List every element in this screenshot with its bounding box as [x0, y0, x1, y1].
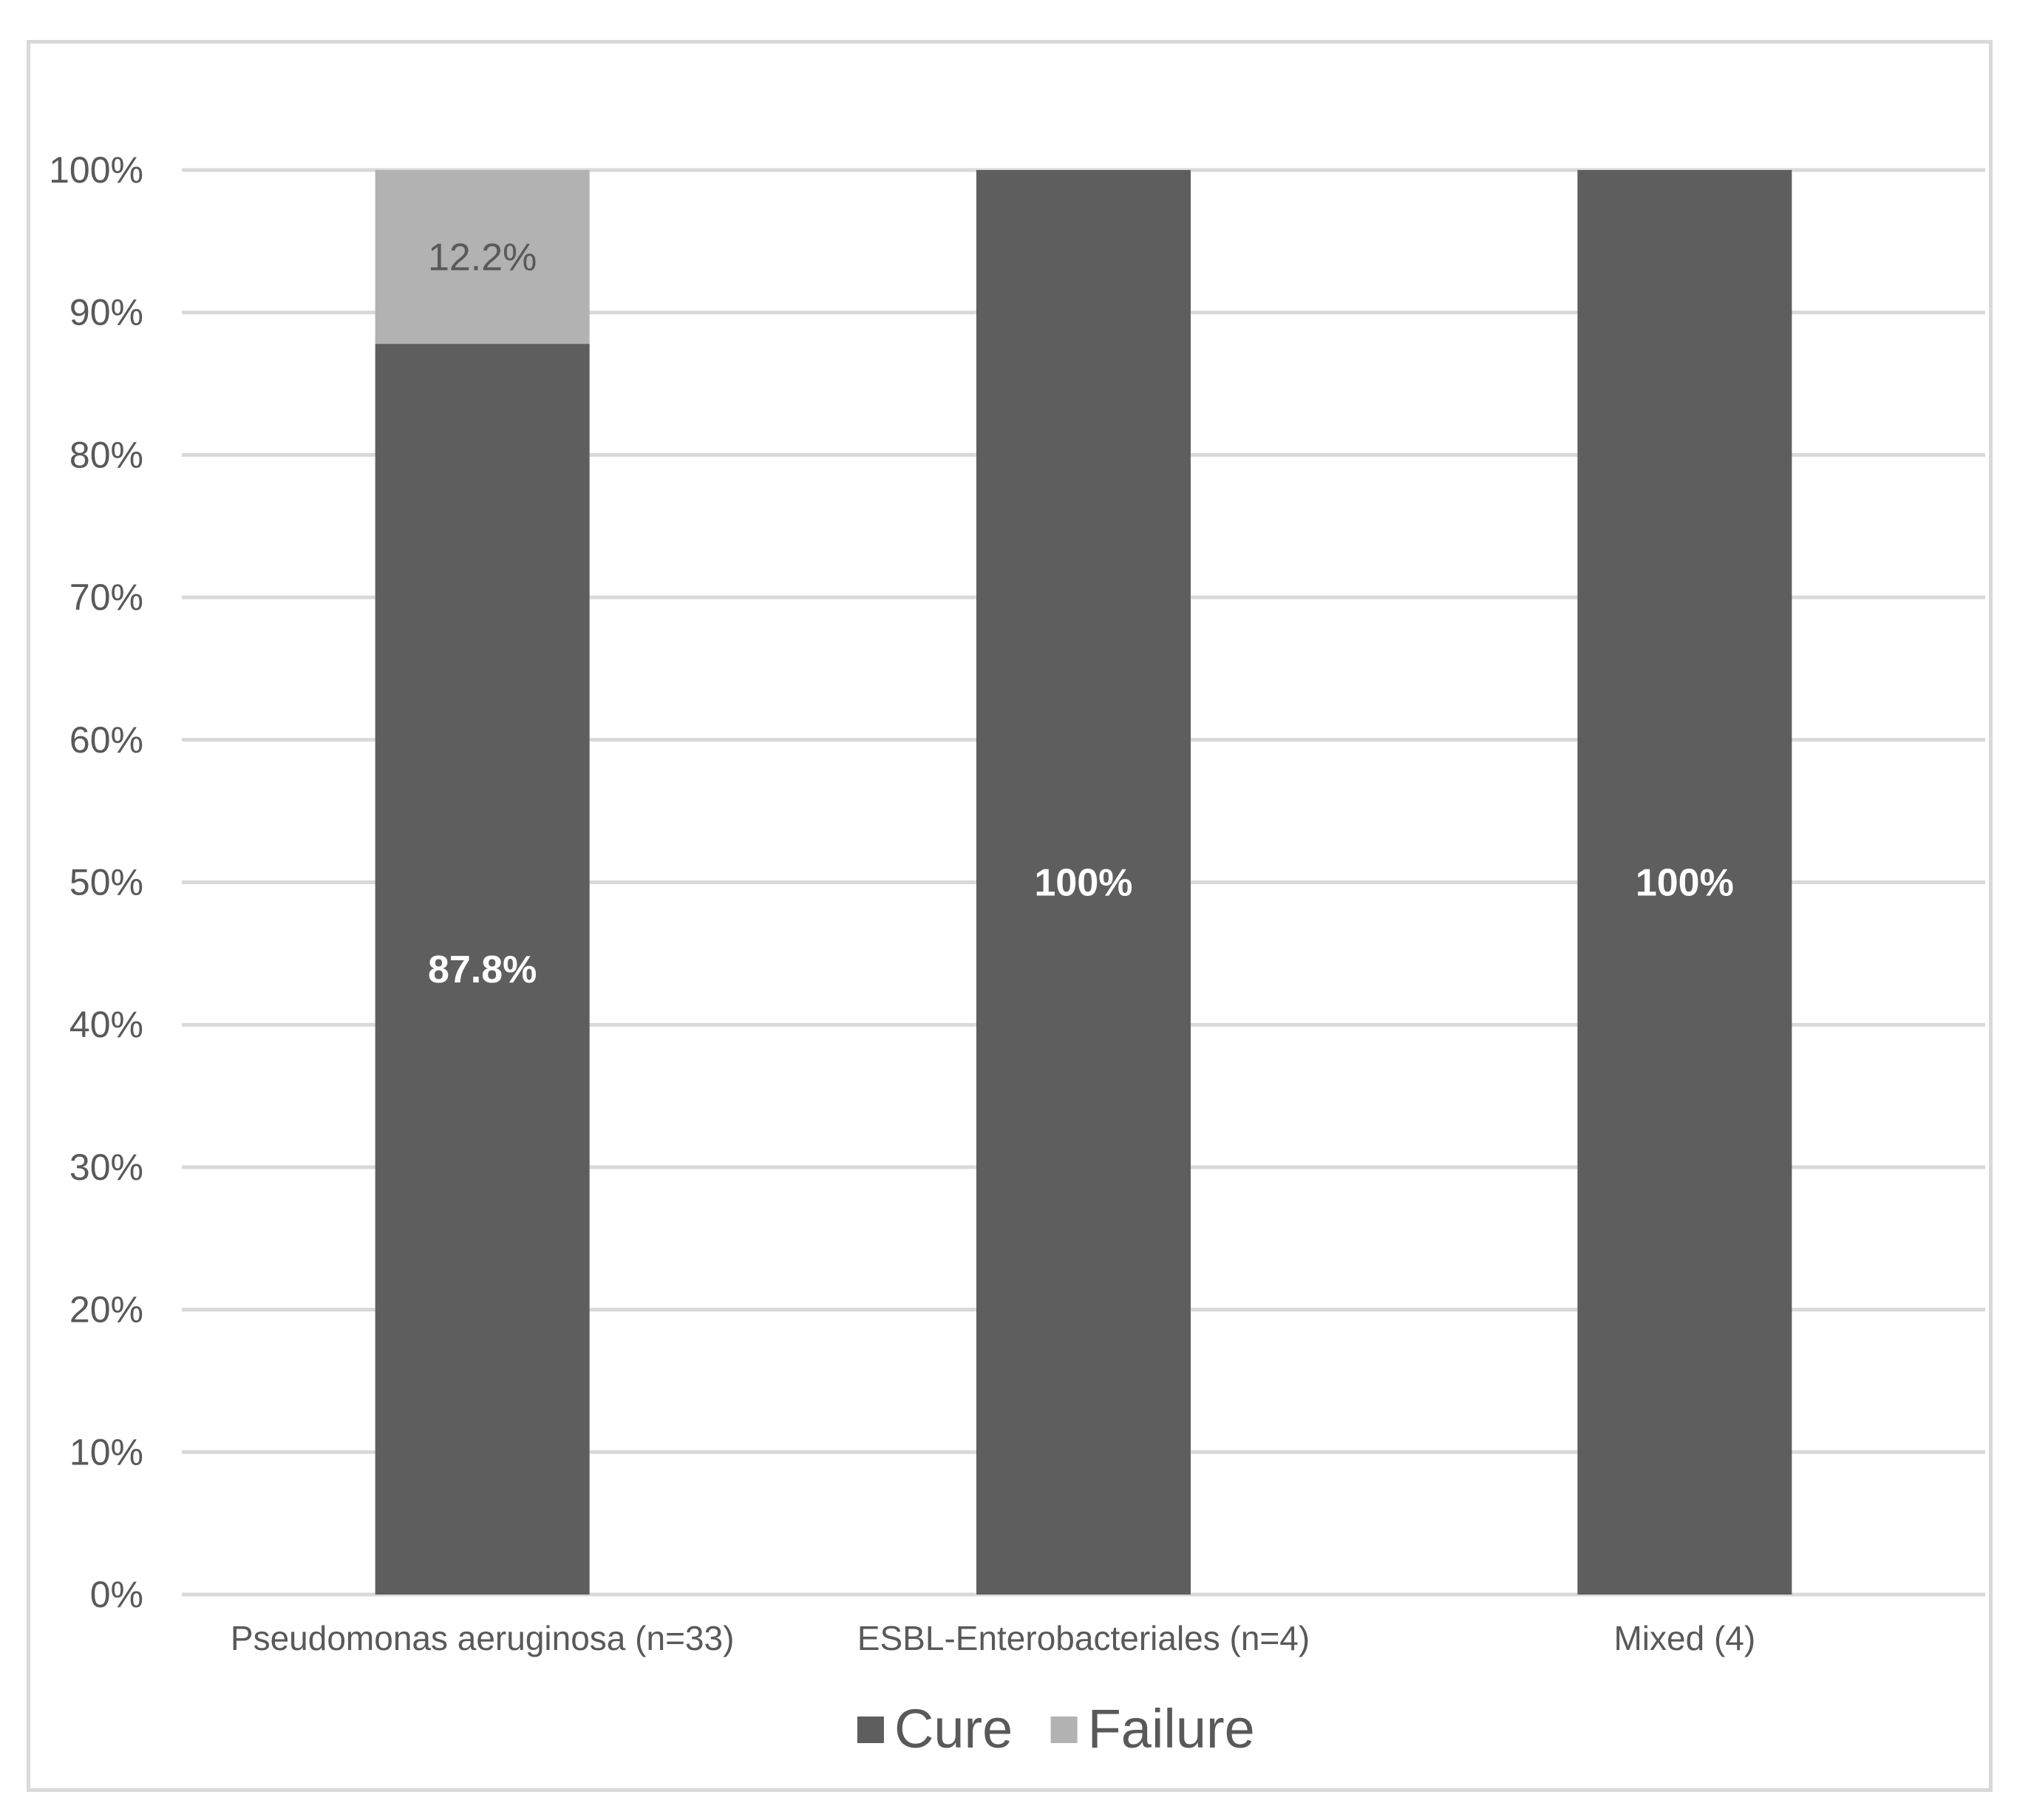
- data-label: 12.2%: [428, 237, 537, 279]
- y-tick-label: 100%: [49, 149, 143, 191]
- y-tick-label: 30%: [69, 1147, 143, 1188]
- y-tick-label: 90%: [69, 292, 143, 333]
- y-tick-label: 10%: [69, 1431, 143, 1473]
- bar-cure: [375, 344, 590, 1595]
- y-tick-label: 60%: [69, 719, 143, 761]
- legend-swatch-cure: [857, 1717, 884, 1743]
- y-tick-label: 80%: [69, 434, 143, 475]
- bar-failure: [375, 170, 590, 344]
- y-tick-label: 70%: [69, 577, 143, 618]
- data-label: 100%: [1636, 862, 1734, 905]
- y-tick-label: 50%: [69, 862, 143, 903]
- x-tick-label: ESBL-Enterobacteriales (n=4): [857, 1619, 1310, 1657]
- legend-label-cure: Cure: [894, 1698, 1013, 1759]
- y-tick-label: 40%: [69, 1004, 143, 1045]
- y-tick-label: 20%: [69, 1289, 143, 1331]
- x-tick-label: Mixed (4): [1613, 1619, 1755, 1657]
- legend-swatch-failure: [1050, 1717, 1078, 1743]
- data-label: 87.8%: [428, 948, 537, 991]
- bar-cure: [1577, 170, 1792, 1595]
- y-tick-label: 0%: [90, 1574, 143, 1615]
- legend-label-failure: Failure: [1088, 1698, 1255, 1759]
- bar-cure: [976, 170, 1191, 1595]
- data-label: 100%: [1035, 862, 1133, 905]
- x-tick-label: Pseudomonas aeruginosa (n=33): [231, 1619, 735, 1657]
